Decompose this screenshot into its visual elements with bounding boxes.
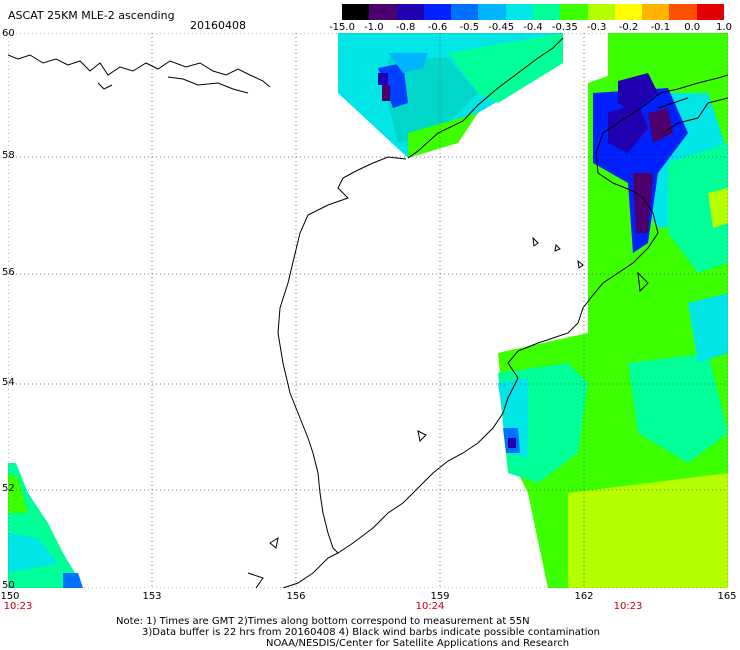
- swath-east: [498, 33, 728, 588]
- footer-line-2: 3)Data buffer is 22 hrs from 20160408 4)…: [142, 627, 600, 638]
- color-scale-swatch: [532, 4, 561, 20]
- footer-notes: Note: 1) Times are GMT 2)Times along bot…: [116, 616, 600, 649]
- coastline: [8, 37, 728, 588]
- color-scale-label: 1.0: [716, 22, 732, 33]
- color-scale-label: -0.35: [551, 22, 578, 33]
- time-label-right: 10:23: [613, 601, 643, 612]
- swath-data: [8, 33, 728, 588]
- color-scale-swatch: [669, 4, 697, 20]
- chart-title: ASCAT 25KM MLE-2 ascending: [8, 9, 175, 22]
- color-scale-label: -0.6: [427, 22, 448, 33]
- grid-lines: [8, 33, 728, 588]
- swath-north-central: [338, 33, 563, 158]
- color-scale-labels: -15.0 -1.0 -0.8 -0.6 -0.5 -0.45 -0.4 -0.35 -0.3-…: [329, 22, 734, 34]
- footer-line-1: Note: 1) Times are GMT 2)Times along bot…: [116, 616, 530, 627]
- lon-label-156: 156: [286, 591, 306, 602]
- color-scale-label: -1.0: [364, 22, 384, 33]
- color-scale-swatch: [342, 4, 370, 20]
- color-scale-label: -0.3: [586, 22, 607, 33]
- color-scale-label: -15.0: [329, 22, 355, 33]
- color-scale-swatch: [478, 4, 506, 20]
- lon-label-165: 165: [717, 591, 737, 602]
- color-scale-label: -0.5: [459, 22, 480, 33]
- color-scale-label: -0.4: [523, 22, 543, 33]
- lat-label-58: 58: [2, 150, 15, 161]
- lat-label-56: 56: [2, 267, 15, 278]
- swath-southwest: [8, 463, 83, 588]
- time-label-left: 10:23: [3, 601, 33, 612]
- lon-label-153: 153: [142, 591, 162, 602]
- color-scale-label: -0.1: [650, 22, 671, 33]
- color-scale-swatch: [505, 4, 533, 20]
- lat-label-54: 54: [2, 377, 15, 388]
- color-scale-swatch: [423, 4, 452, 20]
- map-panel: [8, 33, 728, 588]
- lon-label-159: 159: [430, 591, 450, 602]
- color-scale-swatch: [696, 4, 724, 20]
- lat-label-60: 60: [2, 28, 15, 39]
- color-scale-label: 0.0: [684, 22, 701, 33]
- color-scale-label: -0.8: [395, 22, 416, 33]
- color-scale-label: -0.2: [618, 22, 639, 33]
- color-scale-swatch: [614, 4, 643, 20]
- color-scale-swatch: [396, 4, 424, 20]
- color-scale-swatch: [587, 4, 615, 20]
- color-scale-swatch: [451, 4, 479, 20]
- color-scale-swatch: [369, 4, 397, 20]
- lon-label-150: 150: [0, 591, 20, 602]
- color-scale-swatch: [642, 4, 670, 20]
- color-scale-swatch: [560, 4, 588, 20]
- color-scale-label: -0.45: [488, 22, 515, 33]
- chart-date: 20160408: [190, 19, 246, 32]
- lon-label-162: 162: [574, 591, 594, 602]
- time-label-center: 10:24: [415, 601, 445, 612]
- lat-label-52: 52: [2, 483, 15, 494]
- footer-line-3: NOAA/NESDIS/Center for Satellite Applica…: [266, 638, 570, 649]
- color-scale-bar: [342, 4, 724, 20]
- lat-label-50: 50: [2, 580, 15, 591]
